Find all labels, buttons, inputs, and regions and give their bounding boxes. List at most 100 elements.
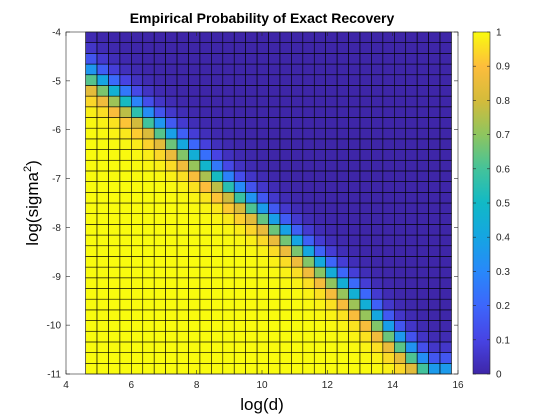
heatmap-cell [313, 53, 326, 65]
colorbar-tick-label: 0.3 [496, 267, 510, 278]
heatmap-cell [348, 352, 361, 364]
heatmap-cell [302, 256, 315, 268]
heatmap-cell [382, 309, 395, 321]
heatmap-cell [348, 85, 361, 97]
heatmap-cell [119, 224, 132, 236]
heatmap-cell [348, 320, 361, 332]
heatmap-cell [268, 245, 281, 257]
heatmap-cell [131, 309, 144, 321]
heatmap-cell [108, 224, 121, 236]
heatmap-cell [393, 245, 407, 257]
heatmap-cell [371, 245, 384, 257]
heatmap-cell [96, 85, 109, 97]
heatmap-cell [256, 138, 269, 150]
heatmap-cell [119, 202, 132, 214]
heatmap-cell [108, 202, 121, 214]
heatmap-cell [108, 298, 121, 311]
heatmap-cell [96, 320, 109, 332]
heatmap-cell [371, 170, 384, 182]
heatmap-cell [142, 202, 155, 214]
heatmap-cell [211, 277, 224, 289]
heatmap-cell [233, 127, 246, 140]
heatmap-cell [199, 85, 212, 97]
heatmap-cell [165, 309, 178, 321]
heatmap-cell [359, 277, 372, 289]
heatmap-cell [153, 170, 166, 182]
heatmap-cell [199, 106, 212, 118]
heatmap-cell [188, 320, 201, 332]
heatmap-cell [302, 138, 315, 150]
heatmap-cell [211, 320, 224, 332]
heatmap-cell [371, 352, 384, 364]
heatmap-cell [279, 352, 292, 364]
heatmap-cell [96, 31, 109, 43]
heatmap-cell [359, 85, 372, 97]
heatmap-cell [153, 224, 166, 236]
heatmap-cell [131, 202, 144, 214]
heatmap-cell [165, 352, 178, 364]
heatmap-cell [268, 106, 281, 118]
heatmap-cell [382, 53, 395, 65]
heatmap-cell [359, 341, 372, 353]
heatmap-cell [393, 256, 407, 268]
heatmap-cell [291, 42, 304, 54]
y-tick-label: -6 [52, 125, 61, 136]
heatmap-cell [313, 117, 326, 129]
heatmap-cell [153, 181, 166, 193]
heatmap-cell [428, 298, 441, 311]
heatmap-cell [256, 31, 269, 43]
heatmap-cell [165, 213, 178, 225]
heatmap-cell [302, 352, 315, 364]
heatmap-cell [131, 138, 144, 150]
heatmap-cell [108, 106, 121, 118]
heatmap-cell [336, 202, 349, 214]
heatmap-cell [359, 74, 372, 86]
heatmap-cell [291, 170, 304, 182]
heatmap-cell [393, 288, 407, 300]
heatmap-cell [382, 181, 395, 193]
heatmap-cell [439, 202, 452, 214]
heatmap-cell [153, 42, 166, 54]
heatmap-cell [439, 363, 452, 375]
heatmap-cell [256, 213, 269, 225]
heatmap-cell [176, 363, 189, 375]
heatmap-cell [325, 74, 338, 86]
heatmap-cell [439, 159, 452, 172]
heatmap-cell [233, 266, 246, 279]
heatmap-cell [382, 245, 395, 257]
heatmap-cell [313, 298, 326, 311]
heatmap-cell [256, 277, 269, 289]
y-tick-label: -8 [52, 223, 61, 234]
heatmap-cell [165, 363, 178, 375]
heatmap-cell [233, 298, 246, 311]
y-axis-label: log(sigma2) [22, 160, 42, 246]
heatmap-cell [371, 138, 384, 150]
heatmap-cell [279, 320, 292, 332]
heatmap-cell [371, 42, 384, 54]
heatmap-cell [233, 277, 246, 289]
heatmap-cell [428, 42, 441, 54]
heatmap-cell [348, 266, 361, 279]
heatmap-cell [153, 149, 166, 161]
heatmap-cell [428, 277, 441, 289]
heatmap-cell [313, 352, 326, 364]
heatmap-cell [85, 42, 98, 54]
heatmap-cell [428, 63, 441, 76]
heatmap-cell [291, 256, 304, 268]
heatmap-cell [188, 149, 201, 161]
heatmap-cell [336, 330, 349, 343]
heatmap-cell [211, 117, 224, 129]
heatmap-cell [108, 74, 121, 86]
heatmap-cell [439, 149, 452, 161]
heatmap-cell [131, 245, 144, 257]
heatmap-cell [199, 31, 212, 43]
heatmap-cell [416, 213, 429, 225]
heatmap-cell [313, 63, 326, 76]
heatmap-cell [382, 277, 395, 289]
heatmap-cell [325, 170, 338, 182]
heatmap-cell [188, 127, 201, 140]
heatmap-cell [302, 213, 315, 225]
heatmap-cell [142, 85, 155, 97]
heatmap-cell [313, 31, 326, 43]
heatmap-cell [245, 74, 258, 86]
